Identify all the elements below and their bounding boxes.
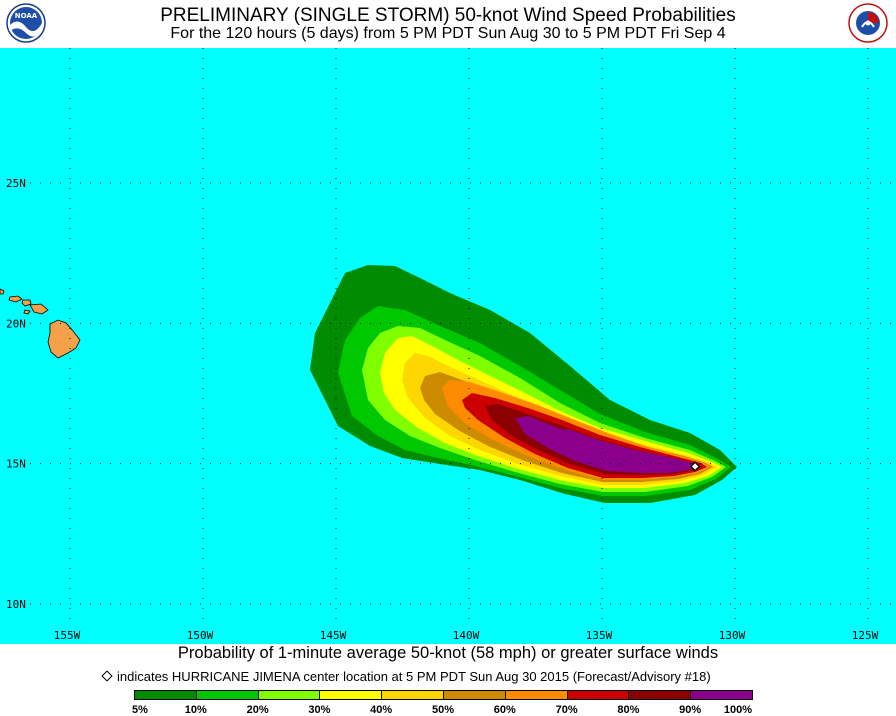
longitude-label: 145W bbox=[320, 629, 347, 642]
legend-label: 5% bbox=[132, 704, 148, 716]
latitude-label: 25N bbox=[6, 177, 26, 190]
longitude-label: 155W bbox=[54, 629, 81, 642]
latitude-label: 20N bbox=[6, 317, 26, 330]
latitude-labels: 25N 20N 15N 10N bbox=[6, 177, 26, 611]
header: NOAA PRELIMINARY (SINGLE STORM) 50-knot … bbox=[0, 0, 896, 48]
legend-label: 10% bbox=[184, 704, 207, 716]
lat-lon-grid bbox=[30, 48, 896, 628]
probability-legend: 5% 10% 20% 30% 40% 50% 60% 70% 80% 90% 100% bbox=[0, 690, 896, 716]
longitude-label: 125W bbox=[852, 629, 879, 642]
storm-center-note-text: indicates HURRICANE JIMENA center locati… bbox=[117, 669, 711, 684]
page-title: PRELIMINARY (SINGLE STORM) 50-knot Wind … bbox=[160, 5, 736, 26]
legend-label: 100% bbox=[723, 704, 753, 716]
legend-label: 70% bbox=[555, 704, 578, 716]
storm-center-note: indicates HURRICANE JIMENA center locati… bbox=[100, 669, 711, 685]
hawaiian-islands bbox=[0, 288, 81, 359]
legend-color-swatch bbox=[195, 690, 259, 700]
legend-color-swatch bbox=[504, 690, 568, 700]
map-caption: Probability of 1-minute average 50-knot … bbox=[177, 644, 719, 662]
longitude-label: 140W bbox=[453, 629, 480, 642]
footer: Probability of 1-minute average 50-knot … bbox=[0, 644, 896, 716]
legend-label: 40% bbox=[370, 704, 393, 716]
legend-label: 80% bbox=[617, 704, 640, 716]
svg-text:NOAA: NOAA bbox=[15, 12, 38, 20]
noaa-logo: NOAA bbox=[6, 3, 46, 43]
probability-map: 25N 20N 15N 10N 155W 150W 145W 140W 135W 130W 125… bbox=[0, 48, 896, 644]
diamond-icon bbox=[101, 670, 113, 682]
legend-color-swatch bbox=[381, 690, 444, 700]
legend-label: 90% bbox=[679, 704, 702, 716]
latitude-label: 15N bbox=[6, 458, 26, 471]
longitude-labels: 155W 150W 145W 140W 135W 130W 125W bbox=[54, 629, 879, 642]
longitude-label: 135W bbox=[586, 629, 613, 642]
legend-label: 20% bbox=[246, 704, 269, 716]
legend-color-swatch bbox=[134, 690, 197, 700]
legend-color-swatch bbox=[566, 690, 630, 700]
legend-color-swatch bbox=[319, 690, 383, 700]
legend-label: 30% bbox=[308, 704, 331, 716]
legend-color-swatch bbox=[690, 690, 753, 700]
legend-color-swatch bbox=[443, 690, 506, 700]
page-subtitle: For the 120 hours (5 days) from 5 PM PDT… bbox=[170, 25, 726, 42]
nws-logo bbox=[848, 3, 888, 43]
contour-100-percent bbox=[558, 429, 695, 472]
longitude-label: 150W bbox=[187, 629, 214, 642]
legend-label: 50% bbox=[431, 704, 455, 716]
probability-contours bbox=[310, 265, 737, 503]
legend-color-swatch bbox=[628, 690, 692, 700]
legend-label: 60% bbox=[493, 704, 516, 716]
legend-color-swatch bbox=[257, 690, 321, 700]
storm-center-diamond-icon bbox=[689, 461, 701, 472]
latitude-label: 10N bbox=[6, 598, 26, 611]
longitude-label: 130W bbox=[719, 629, 746, 642]
